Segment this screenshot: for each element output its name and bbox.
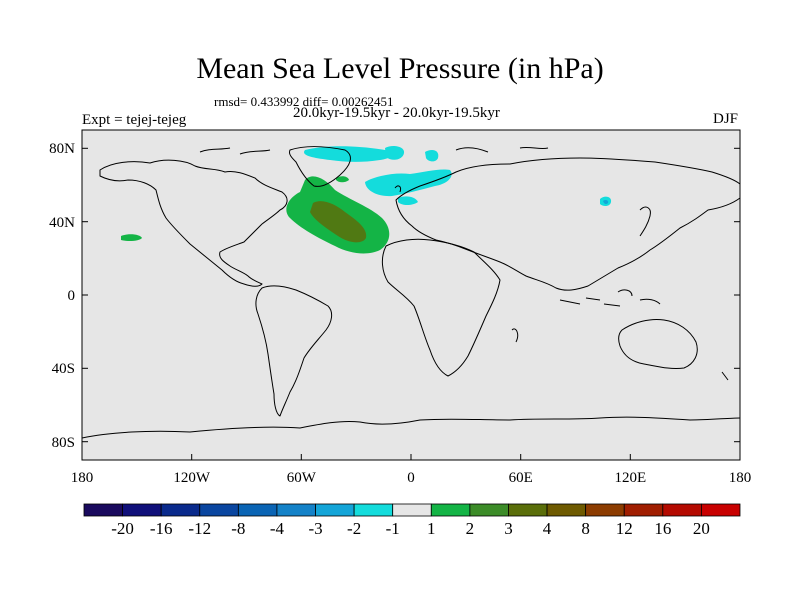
lon-tick-label: 60W [287, 470, 317, 486]
colorbar-swatch [237, 503, 278, 517]
colorbar-label: -20 [111, 519, 134, 538]
lat-tick-labels: 80N 40N 0 40S 80S [49, 141, 75, 451]
experiment-label: Expt = tejej-tejeg [82, 112, 187, 128]
colorbar-swatch [662, 503, 702, 517]
lat-tick-label: 0 [68, 288, 76, 304]
coastline-australia [618, 319, 698, 369]
coastline-south-america [255, 285, 333, 417]
anomaly-fields [121, 145, 612, 254]
lat-tick-label: 40N [49, 215, 75, 231]
lat-tick-label: 80N [49, 141, 75, 157]
coastlines [81, 146, 741, 439]
colorbar-swatch [276, 503, 316, 517]
coastline-antarctica [81, 416, 741, 439]
colorbar-label: 20 [693, 519, 710, 538]
lon-tick-label: 180 [71, 470, 94, 486]
colorbar-label: 3 [504, 519, 513, 538]
colorbar-swatch [469, 503, 509, 517]
anomaly-north-atlantic-core [310, 201, 367, 243]
time-period: 20.0kyr-19.5kyr - 20.0kyr-19.5kyr [293, 105, 500, 121]
colorbar-label: -16 [150, 519, 173, 538]
season-label: DJF [713, 111, 739, 127]
rmsd-diff-stats: rmsd= 0.433992 diff= 0.00262451 [214, 94, 394, 109]
axis-ticks [81, 147, 741, 460]
page-title: Mean Sea Level Pressure (in hPa) [196, 52, 604, 85]
colorbar-swatch [315, 503, 355, 517]
colorbar-swatch [546, 503, 587, 517]
lon-tick-label: 180 [729, 470, 752, 486]
lon-tick-label: 0 [407, 470, 415, 486]
colorbar-swatch [122, 503, 162, 517]
coastline-arctic-islands [199, 146, 549, 155]
lat-tick-label: 40S [52, 361, 75, 377]
coastline-greenland [289, 146, 351, 187]
colorbar-swatch [392, 503, 432, 517]
colorbar-label: -12 [188, 519, 211, 538]
lon-tick-labels: 180 120W 60W 0 60E 120E 180 [71, 470, 752, 486]
anomaly-arctic-negative [304, 146, 392, 162]
anomaly-arctic-negative-3 [425, 150, 439, 162]
colorbar-label: 2 [466, 519, 475, 538]
coastline-indonesia [559, 289, 661, 307]
colorbar-label: 12 [616, 519, 633, 538]
colorbar-label: 8 [581, 519, 590, 538]
colorbar-swatch [701, 503, 741, 517]
colorbar-swatch [585, 503, 625, 517]
anomaly-arctic-negative-2 [385, 145, 405, 160]
colorbar-label: 4 [543, 519, 552, 538]
coastline-japan [639, 206, 651, 237]
lon-tick-label: 60E [509, 470, 533, 486]
anomaly-north-pacific-positive [121, 234, 142, 242]
anomaly-arctic-small-positive [336, 176, 349, 183]
colorbar-label: -1 [386, 519, 400, 538]
lon-tick-label: 120E [614, 470, 646, 486]
colorbar-label: -2 [347, 519, 361, 538]
lon-tick-label: 120W [173, 470, 211, 486]
colorbar-swatch [199, 503, 239, 517]
colorbar-swatch [623, 503, 664, 517]
anomaly-scandinavia-negative [365, 169, 452, 197]
coastline-africa [381, 238, 501, 377]
colorbar-label: -4 [270, 519, 285, 538]
colorbar-swatch [353, 503, 394, 517]
colorbar-label: -3 [308, 519, 322, 538]
colorbar-label: -8 [231, 519, 245, 538]
coastline-small-islands [394, 185, 729, 381]
colorbar-label: 16 [654, 519, 671, 538]
colorbar-swatch [508, 503, 548, 517]
lat-tick-label: 80S [52, 435, 75, 451]
anomaly-europe-negative [398, 196, 418, 205]
colorbar: -20 -16 -12 -8 -4 -3 -2 -1 1 2 3 4 8 12 16 20 [83, 503, 741, 538]
colorbar-swatch [430, 503, 471, 517]
colorbar-swatch [160, 503, 201, 517]
coastline-north-america [99, 159, 288, 287]
colorbar-swatch [83, 503, 123, 517]
colorbar-label: 1 [427, 519, 436, 538]
anomaly-asia-negative-core [603, 199, 609, 205]
